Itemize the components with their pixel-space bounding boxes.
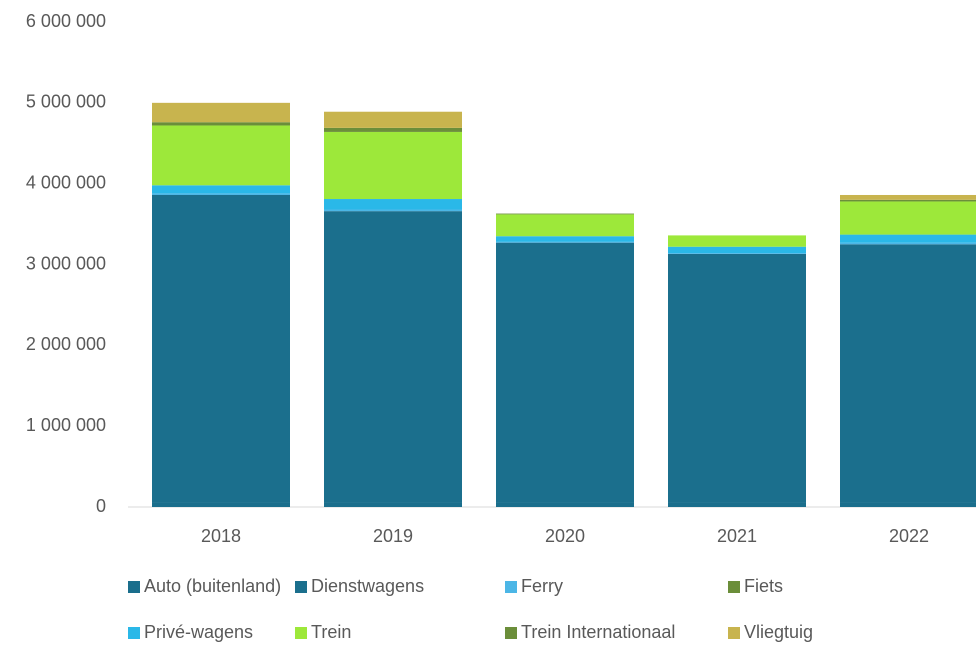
legend-swatch [728, 581, 740, 593]
bar-segment [840, 201, 976, 235]
bar-segment [324, 209, 462, 212]
legend-label: Trein [311, 622, 351, 642]
bar-segment [840, 234, 976, 243]
bar-segment [496, 213, 634, 215]
bar-segment [324, 502, 462, 507]
legend-swatch [128, 581, 140, 593]
x-tick-label: 2022 [889, 526, 929, 546]
bar-segment [840, 502, 976, 507]
legend-swatch [128, 627, 140, 639]
bar-segment [496, 502, 634, 507]
y-tick-label: 4 000 000 [26, 172, 106, 192]
bar-segment [152, 193, 290, 195]
bar-segment [152, 102, 290, 123]
legend-swatch [505, 627, 517, 639]
bar-segment [152, 185, 290, 194]
bar-segment [324, 111, 462, 128]
bar-segment [152, 194, 290, 503]
bar-segment [840, 242, 976, 245]
bar-segment [324, 211, 462, 503]
legend-label: Privé-wagens [144, 622, 253, 642]
bar-segment [668, 246, 806, 254]
bar-segment [496, 214, 634, 237]
bar-segment [840, 244, 976, 503]
x-tick-label: 2021 [717, 526, 757, 546]
bar-segment [152, 122, 290, 126]
bar-segment [668, 502, 806, 507]
y-tick-label: 6 000 000 [26, 11, 106, 31]
y-tick-label: 5 000 000 [26, 92, 106, 112]
bar-segment [152, 502, 290, 507]
y-tick-label: 1 000 000 [26, 415, 106, 435]
legend-label: Dienstwagens [311, 576, 424, 596]
legend-label: Auto (buitenland) [144, 576, 281, 596]
bar-segment [152, 125, 290, 186]
bar-segment [668, 235, 806, 247]
bar-segment [496, 241, 634, 243]
bar-segment [324, 199, 462, 210]
y-tick-label: 2 000 000 [26, 334, 106, 354]
bar-segment [668, 253, 806, 503]
bar-segment [324, 131, 462, 200]
bar-segment [496, 242, 634, 503]
legend-swatch [295, 581, 307, 593]
legend-swatch [295, 627, 307, 639]
x-tick-label: 2020 [545, 526, 585, 546]
y-tick-label: 0 [96, 496, 106, 516]
bar-segment [324, 127, 462, 132]
legend-label: Ferry [521, 576, 563, 596]
x-tick-label: 2019 [373, 526, 413, 546]
bar-segment [668, 253, 806, 254]
bar-segment [840, 199, 976, 202]
legend-swatch [728, 627, 740, 639]
y-tick-label: 3 000 000 [26, 253, 106, 273]
bar-segment [496, 236, 634, 242]
legend-label: Fiets [744, 576, 783, 596]
x-tick-label: 2018 [201, 526, 241, 546]
legend-label: Vliegtuig [744, 622, 813, 642]
legend-label: Trein Internationaal [521, 622, 675, 642]
legend-swatch [505, 581, 517, 593]
bar-segment [840, 194, 976, 200]
